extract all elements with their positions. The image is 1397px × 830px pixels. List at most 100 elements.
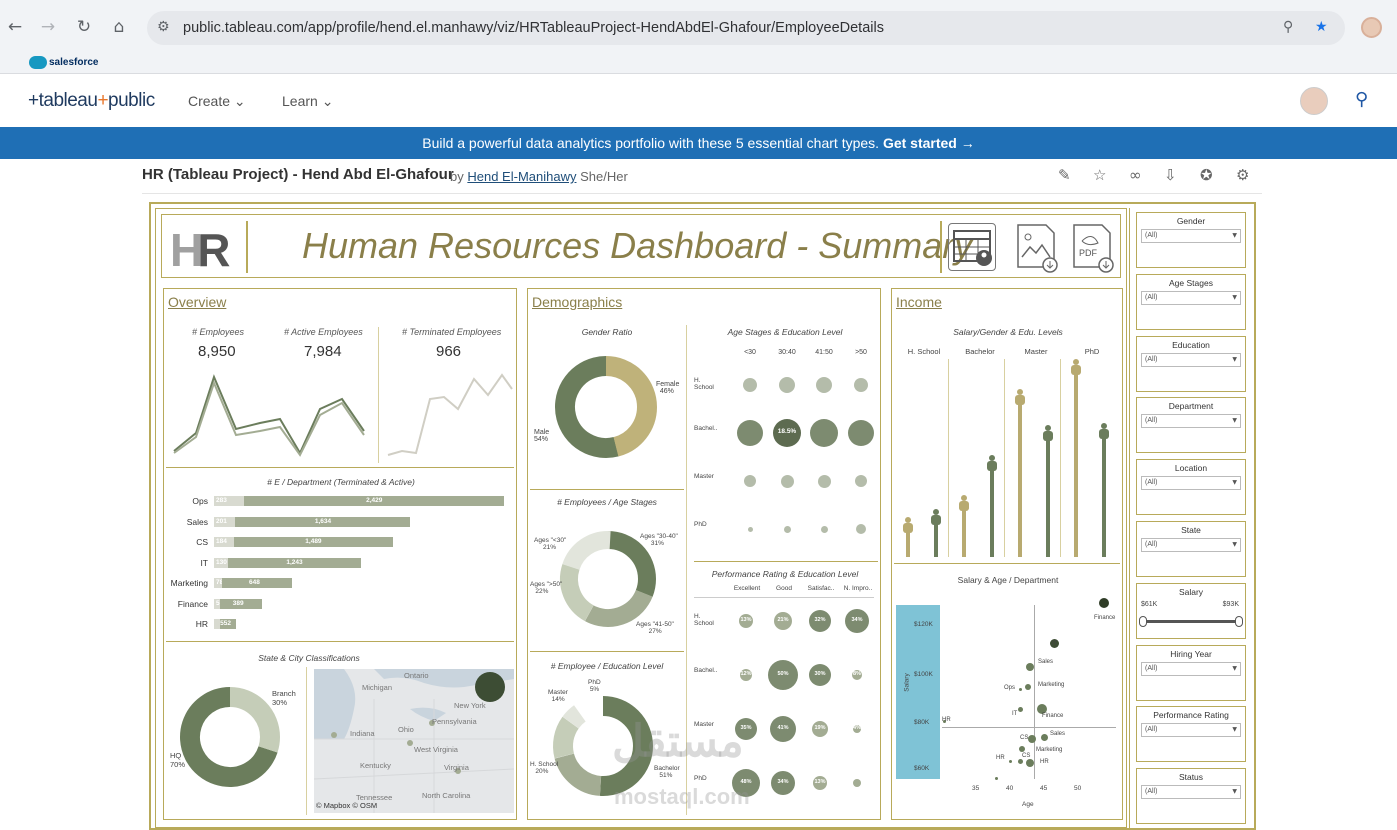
age-edu-bubble[interactable] [820,525,828,533]
bookmark-star-icon[interactable]: ★ [1315,19,1328,35]
salary-gender-chart[interactable]: H. School Bachelor Master PhD [894,345,1122,559]
reload-icon[interactable]: ↻ [76,17,92,37]
zoom-icon[interactable]: ⚲ [1283,19,1294,35]
employee-details-icon[interactable] [948,223,996,271]
perf-bubble[interactable]: 35% [735,718,757,740]
scatter-point[interactable] [1017,758,1023,764]
dept-bar-row[interactable]: HR 552 [164,618,514,632]
education-donut[interactable] [550,693,656,799]
scatter-point[interactable] [1018,687,1022,691]
salary-age-scatter[interactable]: Salary $120K $100K $80K $60K 35 40 45 50 Age Finan… [894,589,1122,815]
age-edu-bubble[interactable] [816,377,832,393]
salary-figure[interactable] [958,495,970,557]
salary-figure[interactable] [902,517,914,557]
filter-dropdown[interactable]: (All) ▼ [1141,538,1241,552]
dept-bar-row[interactable]: CS 184 1,489 [164,536,514,550]
age-edu-bubble[interactable] [737,420,763,446]
perf-bubble[interactable]: 4% [853,725,861,733]
perf-bubble[interactable]: 50% [768,660,798,690]
salary-slider-min-handle[interactable] [1139,615,1147,627]
filter-dropdown[interactable]: (All) ▼ [1141,723,1241,738]
perf-bubble[interactable]: 48% [732,769,760,797]
age-edu-bubble[interactable] [817,474,831,488]
age-edu-bubble[interactable]: 18.5% [773,419,801,447]
salary-slider-track[interactable] [1143,619,1239,623]
gender-donut[interactable] [552,353,660,461]
terminated-trend-sparkline[interactable] [384,369,514,463]
image-download-icon[interactable] [1014,223,1062,273]
salary-figure[interactable] [1042,425,1054,557]
filter-dropdown[interactable]: (All) ▼ [1141,661,1241,676]
terminated-bar[interactable]: 201 [214,516,236,527]
author-link[interactable]: Hend El-Manihawy [467,169,577,184]
perf-bubble[interactable]: 8% [852,670,862,680]
salary-figure[interactable] [1098,423,1110,557]
address-bar[interactable]: ⚙ public.tableau.com/app/profile/hend.el… [147,11,1345,45]
active-bar[interactable]: 2,429 [244,496,504,506]
terminated-bar[interactable]: 51 [214,598,223,609]
download-icon[interactable]: ⇩ [1164,166,1177,184]
scatter-point[interactable] [1025,684,1031,690]
age-edu-bubble[interactable] [744,475,756,487]
search-icon[interactable]: ⚲ [1355,89,1369,110]
terminated-bar[interactable]: 283 [214,496,245,506]
perf-bubble[interactable]: 12% [740,669,752,681]
terminated-bar[interactable]: 130 [214,557,228,568]
settings-gear-icon[interactable]: ⚙ [1236,166,1250,184]
age-edu-bubble[interactable] [854,378,868,392]
dept-bar-row[interactable]: IT 130 1,243 [164,557,514,571]
active-bar[interactable]: 552 [220,619,237,629]
age-edu-bubble[interactable] [856,524,866,534]
scatter-point[interactable] [942,719,946,723]
tableau-public-logo[interactable]: +tableau+public [28,90,155,111]
perf-bubble[interactable]: 41% [770,716,796,742]
share-icon[interactable]: ∞ [1129,166,1142,184]
age-edu-bubble[interactable] [743,378,757,392]
terminated-bar[interactable] [214,619,220,629]
filter-salary[interactable]: Salary $61K $93K [1136,582,1246,639]
scatter-point[interactable] [1026,663,1034,671]
nav-learn[interactable]: Learn ⌄ [282,93,334,109]
perf-bubble[interactable]: 34% [845,609,869,633]
employees-trend-sparkline[interactable] [170,369,374,463]
salary-figure[interactable] [930,509,942,557]
site-settings-icon[interactable]: ⚙ [157,19,170,35]
perf-bubble[interactable]: 21% [774,612,792,630]
scatter-point[interactable] [1099,598,1109,608]
active-bar[interactable]: 1,634 [235,516,411,527]
scatter-point[interactable] [1040,733,1048,741]
age-edu-bubble[interactable] [780,474,794,488]
scatter-point[interactable] [1008,759,1012,763]
filter-dropdown[interactable]: (All) ▼ [1141,476,1241,491]
filter-education[interactable]: Education (All) ▼ [1136,335,1246,392]
filter-state[interactable]: State (All) ▼ [1136,521,1246,577]
home-icon[interactable]: ⌂ [113,17,125,37]
dept-bar-row[interactable]: Sales 201 1,634 [164,516,514,530]
terminated-bar[interactable]: 184 [214,537,234,547]
scatter-point[interactable] [1026,759,1034,767]
user-avatar[interactable] [1300,87,1328,115]
demographics-title[interactable]: Demographics [532,294,623,310]
overview-title[interactable]: Overview [168,294,227,310]
scatter-point[interactable] [1037,704,1047,714]
age-donut[interactable] [556,527,660,631]
dept-bar-row[interactable]: Ops 283 2,429 [164,495,514,509]
filter-status[interactable]: Status (All) ▼ [1136,768,1246,825]
age-edu-bubble[interactable] [779,377,795,393]
filter-dropdown[interactable]: (All) ▼ [1141,290,1241,305]
nav-create[interactable]: Create ⌄ [188,93,246,109]
salary-figure[interactable] [1014,389,1026,557]
scatter-point[interactable] [1049,638,1059,648]
filter-dropdown[interactable]: (All) ▼ [1141,414,1241,429]
scatter-point[interactable] [1019,746,1025,752]
location-map[interactable]: Michigan Ontario Pennsylvania New York I… [314,669,514,813]
filter-dropdown[interactable]: (All) ▼ [1141,229,1241,243]
active-bar[interactable]: 1,243 [227,557,361,568]
scatter-point[interactable] [1017,706,1023,712]
edit-icon[interactable]: ✎ [1058,166,1071,184]
state-donut[interactable] [178,685,282,789]
filter-age-stages[interactable]: Age Stages (All) ▼ [1136,273,1246,330]
age-edu-bubble[interactable] [747,526,753,532]
perf-bubble[interactable]: 13% [739,614,753,628]
perf-bubble[interactable]: 30% [809,664,831,686]
